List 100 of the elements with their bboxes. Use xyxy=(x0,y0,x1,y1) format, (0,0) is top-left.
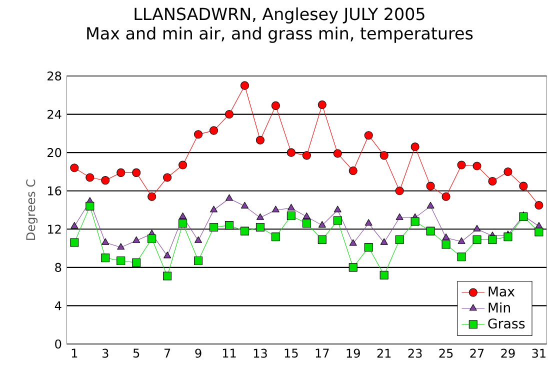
point xyxy=(179,212,187,219)
point xyxy=(194,256,203,265)
x-tick-label: 11 xyxy=(222,348,236,358)
x-tick-label: 23 xyxy=(408,348,422,358)
point xyxy=(380,270,388,280)
point xyxy=(504,167,512,176)
point xyxy=(504,232,512,242)
y-tick-label: 8 xyxy=(55,262,62,272)
point xyxy=(117,243,125,250)
point xyxy=(348,166,358,176)
x-tick-label: 29 xyxy=(501,348,515,358)
x-tick-label: 3 xyxy=(102,348,108,358)
point xyxy=(458,237,466,244)
point xyxy=(395,186,404,196)
x-tick-label: 13 xyxy=(254,348,267,358)
point xyxy=(488,177,497,186)
x-tick-label: 31 xyxy=(532,348,546,358)
point xyxy=(70,222,78,229)
point xyxy=(333,149,342,158)
point xyxy=(318,221,326,228)
y-tick-label: 16 xyxy=(48,186,62,196)
point xyxy=(132,236,140,243)
point xyxy=(240,226,250,236)
point xyxy=(472,235,482,244)
point xyxy=(241,202,248,208)
point xyxy=(380,151,388,160)
point xyxy=(132,168,141,177)
point xyxy=(334,206,342,212)
x-tick-label: 1 xyxy=(72,348,78,358)
point xyxy=(286,148,296,157)
point xyxy=(442,240,450,249)
point xyxy=(302,219,311,228)
point xyxy=(364,131,373,140)
point xyxy=(364,243,373,252)
point xyxy=(116,256,126,265)
point xyxy=(442,192,450,201)
point xyxy=(318,235,326,244)
point xyxy=(194,130,203,139)
point xyxy=(163,272,172,280)
point xyxy=(488,235,497,244)
point xyxy=(240,81,250,90)
y-tick-label: 12 xyxy=(48,224,61,234)
chart-subtitle: Max and min air, and grass min, temperatures xyxy=(87,26,473,43)
point xyxy=(256,222,264,232)
point xyxy=(396,213,404,220)
x-tick-label: 7 xyxy=(164,348,170,358)
point xyxy=(210,206,218,212)
point xyxy=(426,182,435,190)
point xyxy=(318,100,326,109)
point xyxy=(178,160,188,170)
point xyxy=(287,204,295,210)
point xyxy=(380,238,388,245)
legend-label: Max xyxy=(488,286,515,297)
point xyxy=(348,263,358,272)
y-tick-label: 28 xyxy=(48,71,62,81)
y-axis-title: Degrees C xyxy=(26,180,38,240)
point xyxy=(101,176,110,185)
point xyxy=(224,221,234,230)
point xyxy=(302,151,311,160)
point xyxy=(148,234,156,243)
y-tick-label: 4 xyxy=(54,301,62,310)
point xyxy=(302,212,310,219)
point xyxy=(70,238,79,247)
point xyxy=(164,252,172,258)
point xyxy=(410,142,420,152)
point xyxy=(194,236,202,243)
point xyxy=(349,239,357,246)
point xyxy=(457,252,466,262)
point xyxy=(116,168,126,177)
point xyxy=(226,194,233,201)
point xyxy=(442,233,450,240)
legend-label: Grass xyxy=(488,318,525,329)
point xyxy=(426,202,434,208)
point xyxy=(473,224,481,232)
point xyxy=(472,162,482,170)
legend-label: Min xyxy=(488,302,510,312)
point xyxy=(86,202,94,210)
chart-title: LLANSADWRN, Anglesey JULY 2005 xyxy=(134,7,424,24)
x-tick-label: 5 xyxy=(133,348,140,358)
y-tick-label: 0 xyxy=(55,339,62,349)
point xyxy=(364,219,372,226)
point xyxy=(163,173,172,182)
point xyxy=(519,182,528,190)
point xyxy=(178,219,188,228)
point xyxy=(271,232,280,242)
point xyxy=(86,173,94,182)
x-tick-label: 19 xyxy=(346,348,360,358)
x-tick-label: 9 xyxy=(195,348,202,358)
point xyxy=(395,235,404,244)
x-tick-label: 27 xyxy=(470,348,484,358)
point xyxy=(271,101,280,110)
x-tick-label: 21 xyxy=(377,348,391,358)
point xyxy=(426,226,435,236)
x-tick-label: 15 xyxy=(284,348,298,358)
point xyxy=(102,238,110,245)
x-tick-label: 25 xyxy=(439,348,453,358)
point xyxy=(286,211,296,220)
point xyxy=(70,164,79,172)
point xyxy=(519,212,528,221)
point xyxy=(457,160,466,170)
